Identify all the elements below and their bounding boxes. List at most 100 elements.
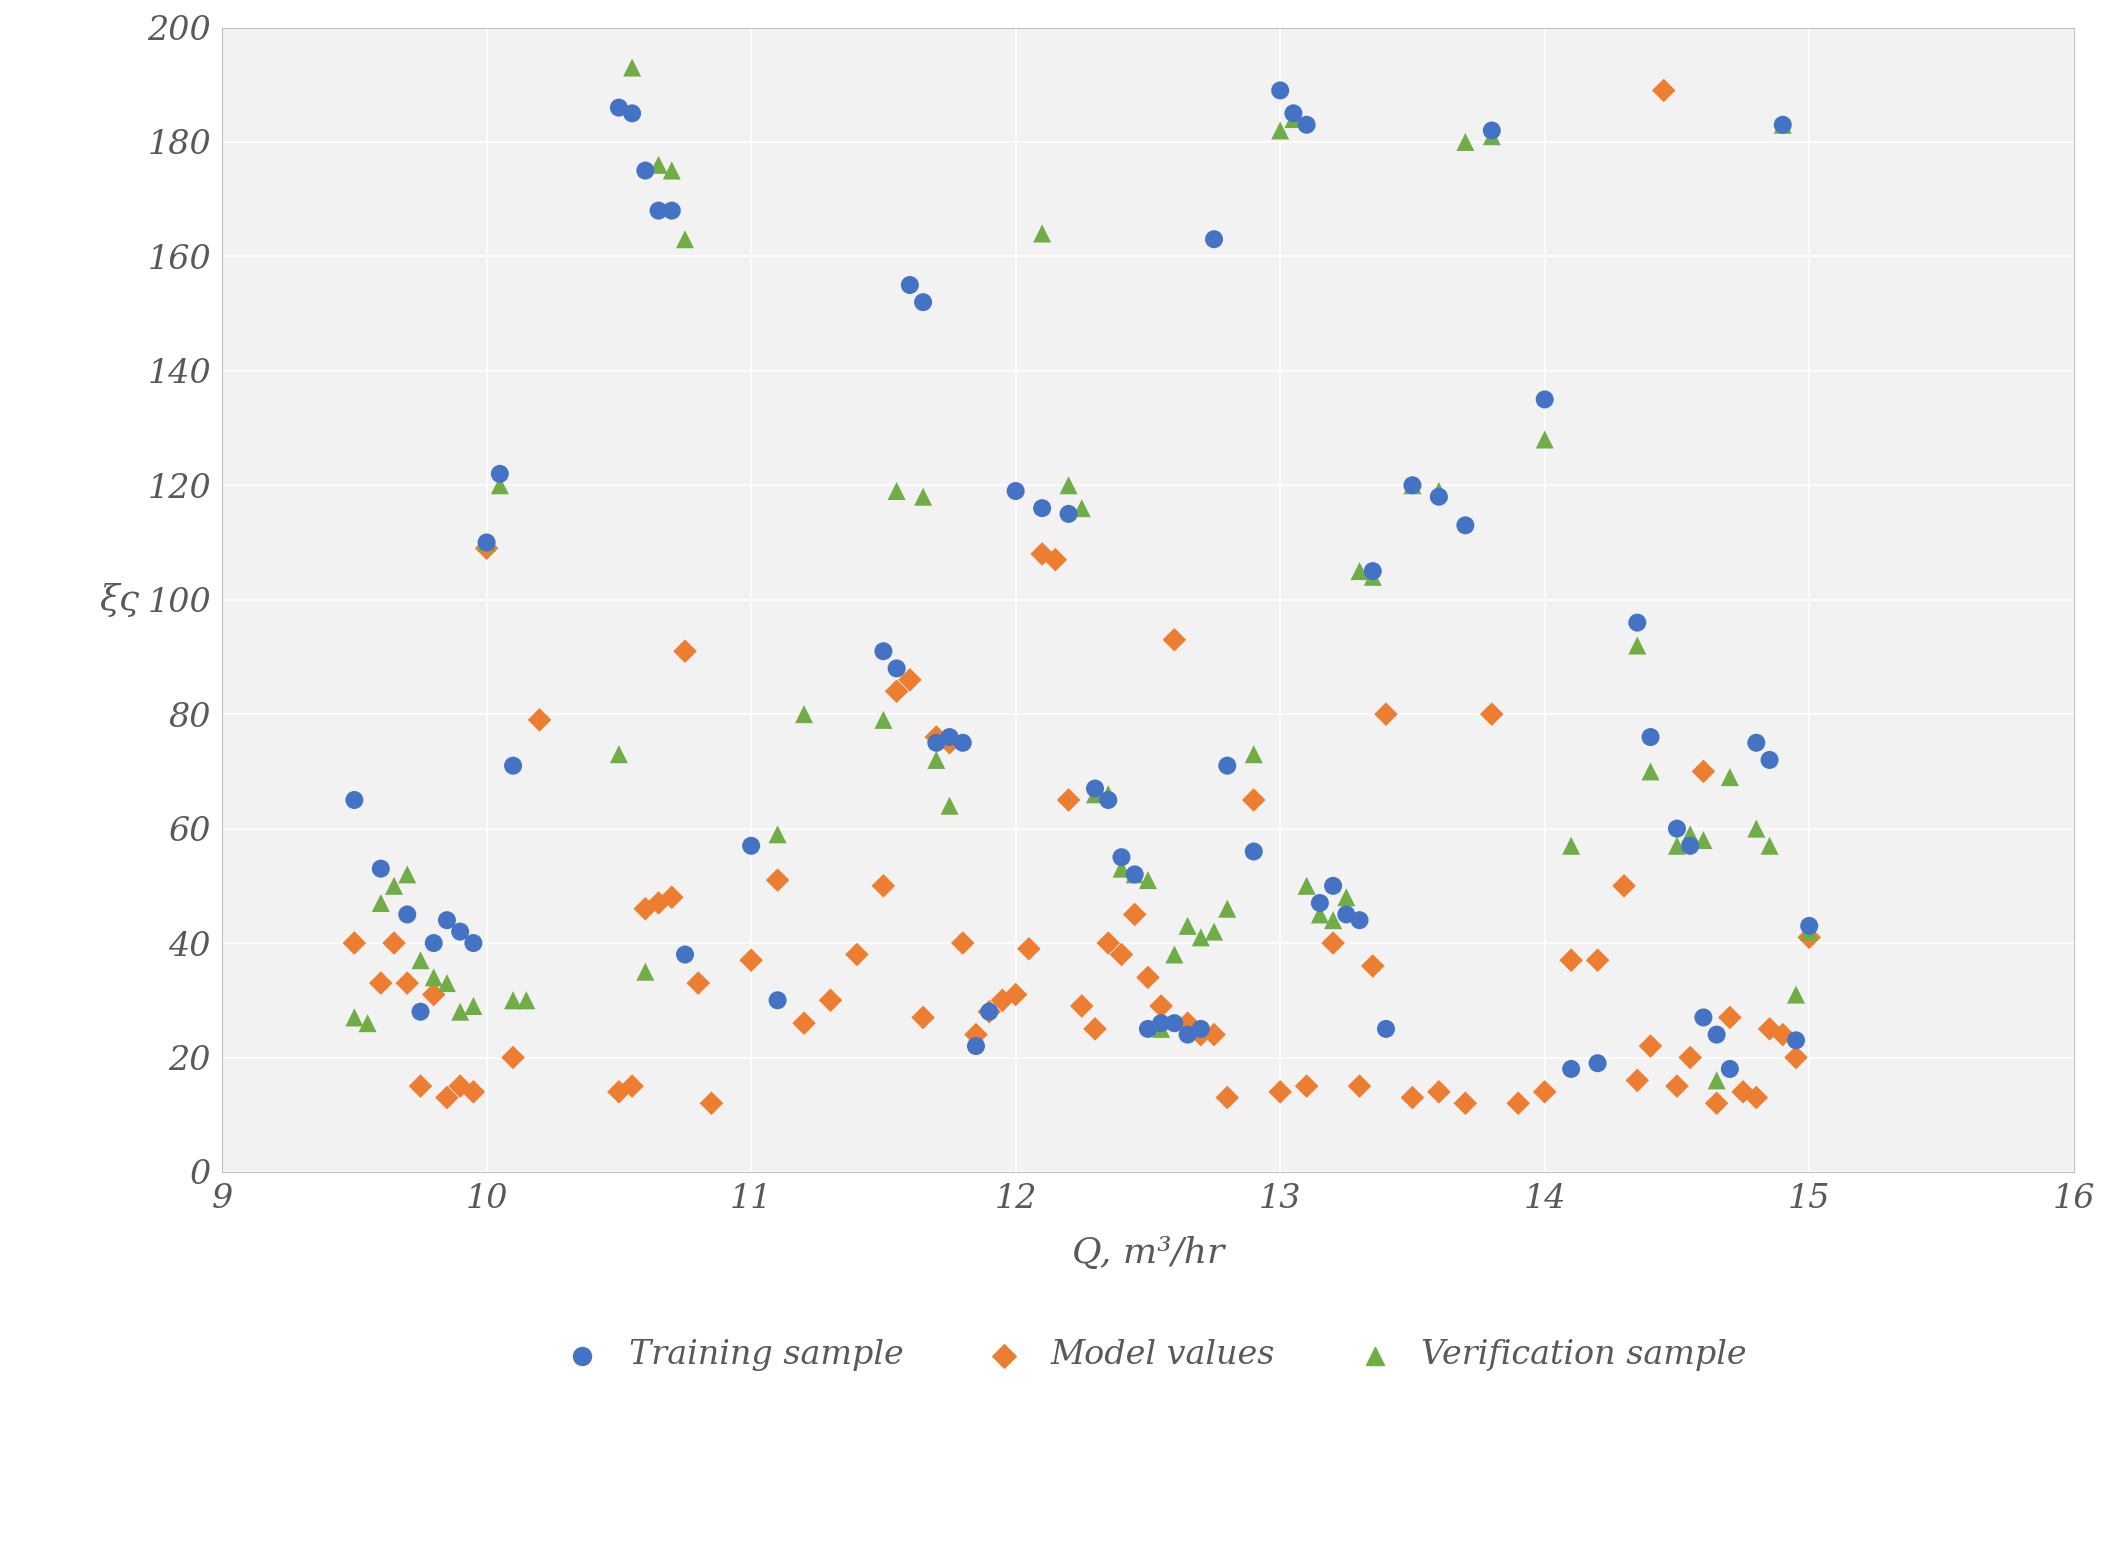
Model values [1131,964,1165,989]
Model values [1038,547,1072,572]
Verification sample [1144,1016,1177,1041]
Verification sample [1289,874,1323,899]
Training sample [390,902,424,927]
Training sample [1317,874,1350,899]
Y-axis label: ξς: ξς [99,583,139,617]
Model values [641,891,675,916]
Model values [893,667,926,692]
Training sample [616,102,650,127]
Model values [1184,1022,1217,1047]
Model values [430,1085,464,1110]
Training sample [1753,747,1787,772]
Training sample [1289,113,1323,138]
Model values [1608,874,1642,899]
Verification sample [390,861,424,886]
Training sample [762,988,795,1013]
Verification sample [920,747,954,772]
Model values [1502,1091,1536,1116]
Training sample [1369,1016,1403,1041]
Verification sample [641,152,675,177]
Training sample [1171,1022,1205,1047]
X-axis label: Q, m³/hr: Q, m³/hr [1072,1236,1224,1269]
Model values [1555,947,1589,972]
Verification sample [471,530,504,555]
Training sample [1555,1057,1589,1082]
Model values [403,1074,437,1099]
Model values [1091,930,1125,955]
Training sample [933,725,966,750]
Model values [920,725,954,750]
Training sample [1447,513,1481,538]
Model values [1475,702,1509,727]
Training sample [669,942,703,967]
Training sample [1329,902,1363,927]
Model values [523,708,557,733]
Training sample [443,919,477,944]
Model values [905,1005,939,1030]
Training sample [998,478,1032,503]
Model values [1211,1085,1245,1110]
Verification sample [418,964,452,989]
Model values [1342,1074,1376,1099]
Model values [629,896,663,921]
Training sample [1475,117,1509,142]
Model values [496,1046,530,1071]
Verification sample [880,478,914,503]
Model values [418,982,452,1007]
Verification sample [443,999,477,1024]
Verification sample [1661,833,1694,858]
Training sample [920,730,954,755]
Model values [1317,930,1350,955]
Training sample [483,461,517,486]
Training sample [880,656,914,681]
Verification sample [654,158,688,183]
Verification sample [629,960,663,985]
Training sample [1131,1016,1165,1041]
Training sample [1739,730,1772,755]
Model values [1766,1022,1800,1047]
Model values [1713,1005,1747,1030]
Verification sample [1118,861,1152,886]
Model values [1118,902,1152,927]
Verification sample [1078,782,1112,807]
Model values [363,971,397,996]
Model values [601,1080,635,1105]
Verification sample [403,947,437,972]
Training sample [641,199,675,224]
Verification sample [1211,896,1245,921]
Model values [985,988,1019,1013]
Verification sample [509,988,542,1013]
Training sample [1236,839,1270,864]
Verification sample [1395,472,1428,497]
Model values [654,885,688,910]
Training sample [1277,102,1310,127]
Model values [456,1080,490,1105]
Verification sample [1196,919,1230,944]
Verification sample [378,874,411,899]
Training sample [1791,913,1825,938]
Training sample [973,999,1006,1024]
Verification sample [933,792,966,817]
Training sample [1395,472,1428,497]
Verification sample [1236,742,1270,767]
Verification sample [496,988,530,1013]
Model values [933,730,966,755]
Verification sample [1701,1068,1734,1093]
Model values [787,1011,821,1036]
Training sample [734,833,768,858]
Training sample [1580,1050,1614,1075]
Model values [443,1074,477,1099]
Verification sample [363,891,397,916]
Model values [1648,78,1682,103]
Verification sample [1673,822,1707,847]
Training sample [1357,558,1390,583]
Model values [1171,1011,1205,1036]
Verification sample [1791,919,1825,944]
Model values [378,930,411,955]
Training sample [1673,833,1707,858]
Model values [880,678,914,703]
Model values [1236,788,1270,813]
Model values [1779,1046,1812,1071]
Model values [1196,1022,1230,1047]
Model values [471,536,504,561]
